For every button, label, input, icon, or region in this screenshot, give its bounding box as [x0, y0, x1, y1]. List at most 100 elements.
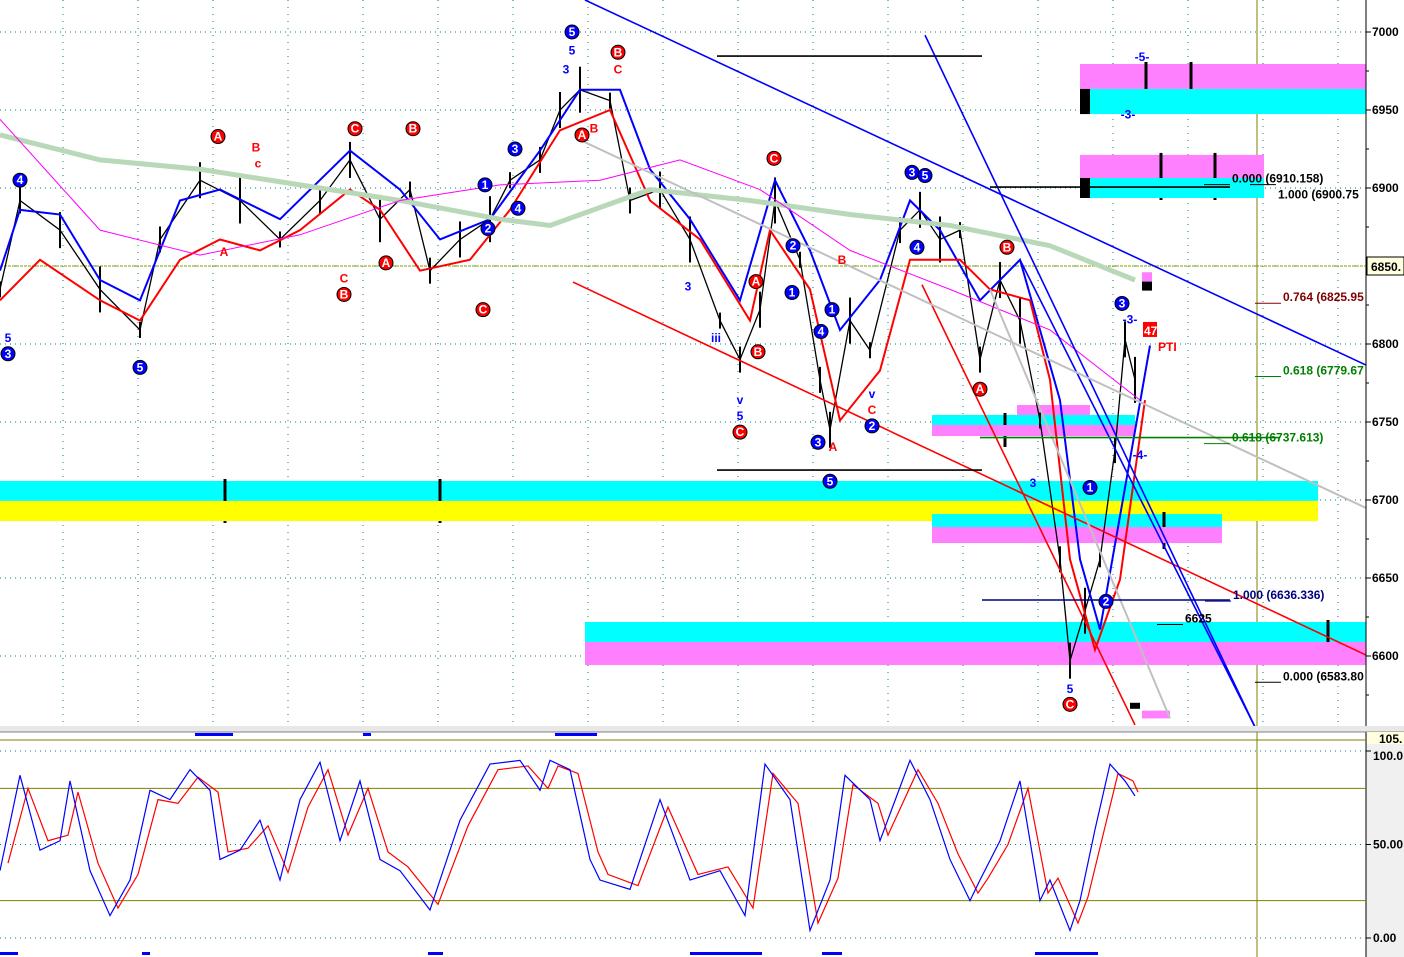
wave-label: 3 — [1030, 476, 1037, 490]
zone-block — [1142, 281, 1152, 291]
y-tick-label: 6750 — [1372, 415, 1399, 429]
wave-label: v — [737, 393, 744, 407]
wave-label: 3 — [512, 142, 519, 156]
wave-label: 1 — [829, 303, 836, 317]
fib-label: 0.000 (6583.80 — [1283, 669, 1364, 683]
y-tick-label: 6800 — [1372, 337, 1399, 351]
pti-badge — [1143, 321, 1157, 337]
wave-label-circle — [822, 473, 838, 489]
fib-label: 1.000 (6900.75 — [1278, 188, 1359, 202]
marker-bar — [0, 952, 18, 955]
fib-label: 1.000 (6636.336) — [1233, 588, 1324, 602]
wave-label: 2 — [485, 222, 492, 236]
wave-label-circle — [1114, 295, 1130, 311]
wave-label: 3 — [1119, 296, 1126, 310]
wave-label: B — [409, 122, 418, 136]
series-lower-band — [0, 108, 1146, 654]
wave-label: 4 — [818, 325, 825, 339]
wave-label: iii — [711, 331, 721, 345]
pti-number: 47 — [1144, 324, 1158, 338]
wave-label-circle — [347, 121, 363, 137]
trendline — [572, 281, 1367, 656]
wave-label: 5 — [827, 474, 834, 488]
wave-label: C — [351, 122, 360, 136]
wave-label: A — [829, 440, 838, 454]
wave-label: -4- — [1133, 448, 1148, 462]
fib-label: 6625 — [1185, 612, 1212, 626]
wave-label: B — [340, 287, 349, 301]
marker-bar — [428, 952, 443, 955]
wave-label-circle — [1098, 593, 1114, 609]
wave-label-circle — [810, 434, 826, 450]
fib-label: 0.000 (6910.158) — [1232, 172, 1323, 186]
wave-label: C — [770, 151, 779, 165]
wave-label: 5 — [569, 44, 576, 58]
wave-label: C — [868, 403, 877, 417]
wave-label: 1 — [789, 286, 796, 300]
wave-label: c — [255, 156, 262, 170]
wave-label-circle — [480, 221, 496, 237]
pane-separator — [0, 726, 1404, 732]
fib-label: 0.764 (6825.95 — [1283, 290, 1364, 304]
marker-bar — [555, 733, 597, 736]
oscillator-tick-label: 100.0 — [1373, 749, 1403, 763]
y-tick-label: 6650 — [1372, 571, 1399, 585]
zone-band — [1080, 63, 1366, 89]
wave-label: 5 — [1067, 682, 1074, 696]
wave-label: 2 — [869, 419, 876, 433]
trendline — [921, 284, 1136, 726]
wave-label-circle — [1082, 480, 1098, 496]
wave-label-circle — [909, 239, 925, 255]
fib-label: 0.618 (6737.613) — [1232, 431, 1323, 445]
y-tick-label: 7000 — [1372, 25, 1399, 39]
pti-label: PTI — [1158, 340, 1177, 354]
current-price-box — [1366, 256, 1404, 276]
wave-label-circle — [132, 359, 148, 375]
wave-label: 3 — [685, 279, 692, 293]
wave-label-circle — [750, 344, 766, 360]
wave-label-circle — [475, 302, 491, 318]
wave-label-circle — [564, 24, 580, 40]
wave-label: C — [479, 303, 488, 317]
wave-label-circle — [507, 141, 523, 157]
wave-label-circle — [785, 238, 801, 254]
wave-label-circle — [972, 381, 988, 397]
wave-label: B — [252, 140, 261, 154]
wave-label: 5 — [569, 25, 576, 39]
wave-label: B — [614, 45, 623, 59]
wave-label: B — [1003, 240, 1012, 254]
wave-label: A — [214, 130, 223, 144]
wave-label: -5- — [1135, 50, 1150, 64]
wave-label: 3 — [909, 165, 916, 179]
wave-label: A — [976, 382, 985, 396]
wave-label: 4 — [914, 240, 921, 254]
wave-label: 4 — [17, 173, 24, 187]
wave-label: A — [220, 245, 229, 259]
wave-label: B — [838, 253, 847, 267]
wave-label-circle — [336, 286, 352, 302]
y-tick-label: 6900 — [1372, 181, 1399, 195]
series-moving-average — [0, 119, 1141, 401]
zone-band — [932, 514, 1222, 527]
wave-label: 5 — [922, 169, 929, 183]
wave-label: C — [736, 425, 745, 439]
marker-bar — [822, 952, 842, 955]
oscillator-top-label: 105. — [1379, 732, 1402, 746]
zone-block — [1080, 88, 1090, 115]
zone-band — [1080, 178, 1264, 198]
trendline — [584, 0, 1367, 366]
wave-label: 2 — [1103, 594, 1110, 608]
wave-label: A — [382, 256, 391, 270]
wave-label: C — [1066, 697, 1075, 711]
wave-label-circle — [12, 172, 28, 188]
zone-band — [0, 480, 1318, 501]
wave-label-circle — [784, 285, 800, 301]
wave-label-circle — [574, 127, 590, 143]
wave-label-circle — [477, 177, 493, 193]
zone-band — [585, 621, 1366, 642]
zone-band — [1142, 272, 1152, 282]
oscillator-axis-background — [1366, 730, 1404, 957]
